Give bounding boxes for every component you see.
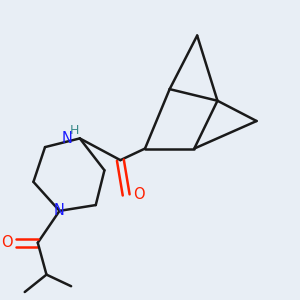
Text: O: O <box>134 188 145 202</box>
Text: N: N <box>54 203 65 218</box>
Text: H: H <box>70 124 80 137</box>
Text: O: O <box>2 235 13 250</box>
Text: N: N <box>62 131 73 146</box>
